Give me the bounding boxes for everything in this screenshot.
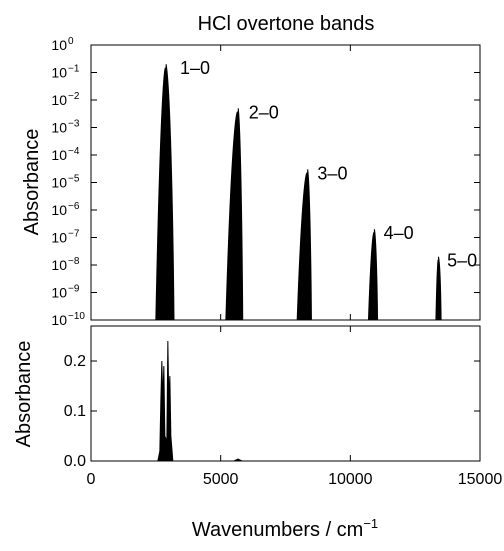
log-panel-band-labels: 1–0 2–0 3–0 4–0 5–0 (180, 58, 477, 271)
log-panel-frame (90, 44, 481, 321)
log-y-tick-label: 10 (51, 257, 67, 273)
x-axis-label-superscript: −1 (363, 516, 378, 531)
log-y-tick-label: 10 (51, 285, 67, 301)
log-y-tick-label: 10 (51, 37, 67, 53)
chart-title: HCl overtone bands (198, 13, 375, 35)
x-tick-label: 10000 (328, 471, 373, 488)
band-label: 2–0 (249, 102, 279, 122)
log-y-tick-exponent: −1 (68, 64, 80, 75)
log-panel-ylabel: Absorbance (21, 129, 43, 236)
band-label: 3–0 (317, 163, 347, 183)
log-panel-ticks: 10 010 −110 −210 −310 −410 −510 −610 −710 −810 −91… (51, 36, 481, 328)
log-panel: 10 010 −110 −210 −310 −410 −510 −610 −710 −810 −91… (21, 36, 481, 328)
log-y-tick-exponent: −4 (68, 146, 80, 157)
x-axis-label: Wavenumbers / cm−1 (192, 516, 378, 541)
fundamental-band-spike (157, 340, 174, 462)
log-y-tick-label: 10 (51, 92, 67, 108)
x-tick-label: 15000 (458, 471, 503, 488)
log-y-tick-exponent: −5 (68, 174, 80, 185)
band-envelope (155, 64, 175, 321)
log-y-tick-exponent: −6 (68, 201, 80, 212)
log-y-tick-exponent: −10 (68, 311, 85, 322)
band-label: 4–0 (384, 223, 414, 243)
band-envelope (296, 169, 312, 321)
linear-panel-ylabel: Absorbance (13, 341, 35, 448)
log-y-tick-exponent: −7 (68, 229, 80, 240)
band-envelope (225, 108, 244, 321)
log-y-tick-exponent: −2 (68, 91, 80, 102)
log-y-tick-label: 10 (51, 147, 67, 163)
linear-y-tick-label: 0.2 (64, 353, 86, 370)
linear-y-tick-label: 0.0 (64, 453, 86, 470)
log-y-tick-label: 10 (51, 175, 67, 191)
linear-panel: 0 5000 10000 15000 0.0 0.1 0.2 Absorbance (13, 325, 503, 488)
linear-panel-frame (90, 325, 481, 462)
log-y-tick-exponent: −3 (68, 119, 80, 130)
linear-panel-series (91, 340, 480, 462)
log-y-tick-exponent: −8 (68, 256, 80, 267)
linear-y-tick-label: 0.1 (64, 403, 86, 420)
x-tick-label: 5000 (203, 471, 239, 488)
log-y-tick-label: 10 (51, 230, 67, 246)
log-y-tick-exponent: −9 (68, 284, 80, 295)
log-y-tick-exponent: 0 (68, 36, 74, 47)
band-envelope (367, 229, 379, 321)
x-tick-label: 0 (87, 471, 96, 488)
log-y-tick-label: 10 (51, 202, 67, 218)
band-label: 1–0 (180, 58, 210, 78)
linear-panel-ticks: 0 5000 10000 15000 0.0 0.1 0.2 (64, 326, 503, 488)
band-label: 5–0 (447, 251, 477, 271)
log-panel-series (155, 64, 442, 321)
log-y-tick-label: 10 (51, 65, 67, 81)
log-y-tick-label: 10 (51, 312, 67, 328)
x-axis-label-main: Wavenumbers / cm (192, 519, 364, 541)
log-y-tick-label: 10 (51, 120, 67, 136)
band-envelope (435, 256, 442, 321)
